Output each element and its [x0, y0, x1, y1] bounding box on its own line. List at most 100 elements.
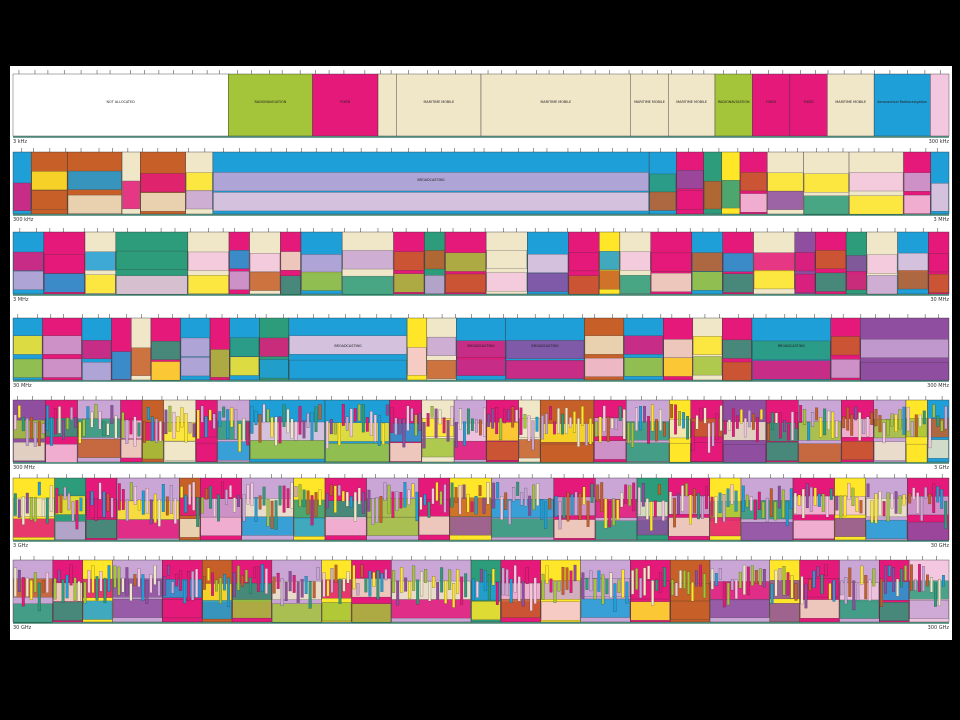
band-sub-allocation	[44, 273, 85, 293]
band-sub-allocation	[499, 418, 503, 441]
band-sub-allocation	[842, 416, 846, 429]
band-sub-allocation	[137, 499, 141, 511]
band-sub-allocation	[568, 252, 599, 272]
band-sub-allocation	[691, 442, 723, 462]
band-sub-allocation	[880, 578, 883, 607]
band-sub-allocation	[918, 564, 921, 592]
band-sub-allocation	[487, 413, 491, 427]
band-sub-allocation	[862, 419, 866, 434]
band-sub-allocation	[859, 500, 863, 514]
band-sub-allocation	[482, 497, 486, 514]
band-sub-allocation	[420, 571, 424, 597]
band-sub-allocation	[808, 579, 812, 591]
band-sub-allocation	[783, 420, 786, 433]
band-sub-allocation	[289, 359, 407, 379]
band-sub-allocation	[884, 565, 887, 594]
band-sub-allocation	[584, 357, 624, 377]
band-sub-allocation	[215, 579, 218, 592]
band-sub-allocation	[213, 192, 649, 212]
band-sub-allocation	[364, 577, 368, 593]
band-sub-allocation	[786, 572, 790, 596]
band-sub-allocation	[878, 491, 882, 516]
band-sub-allocation	[462, 484, 466, 499]
band-sub-allocation	[400, 566, 404, 593]
band-sub-allocation	[757, 491, 761, 510]
band-sub-allocation	[934, 582, 937, 607]
band-sub-allocation	[578, 493, 582, 520]
band-sub-allocation	[450, 405, 454, 426]
band-sub-allocation	[624, 484, 628, 504]
band-0-12	[873, 73, 931, 137]
band-sub-allocation	[290, 482, 294, 509]
band-sub-allocation	[711, 422, 715, 447]
band-sub-allocation	[532, 484, 536, 511]
band-sub-allocation	[346, 571, 350, 584]
band-sub-allocation	[759, 409, 763, 420]
band-sub-allocation	[42, 358, 82, 378]
band-sub-allocation	[515, 409, 519, 422]
band-sub-allocation	[714, 496, 718, 524]
band-sub-allocation	[540, 499, 544, 520]
band-sub-allocation	[722, 339, 752, 359]
band-sub-allocation	[79, 497, 83, 512]
band-sub-allocation	[487, 574, 491, 600]
band-sub-allocation	[581, 572, 585, 600]
band-sub-allocation	[163, 576, 167, 596]
band-sub-allocation	[685, 483, 688, 497]
band-sub-allocation	[310, 412, 314, 441]
band-sub-allocation	[54, 521, 86, 541]
spectrum-row-3: BROADCASTING BROADCASTING BROADCASTING BROA…	[12, 314, 949, 389]
band-sub-allocation	[153, 564, 157, 585]
band-sub-allocation	[240, 575, 244, 587]
band-sub-allocation	[635, 407, 638, 431]
band-sub-allocation	[424, 275, 445, 295]
band-sub-allocation	[624, 357, 663, 377]
band-sub-allocation	[593, 578, 597, 600]
band-label: Aeronautical Radionavigation	[877, 100, 927, 104]
band-sub-allocation	[860, 565, 864, 585]
band-sub-allocation	[61, 579, 65, 603]
band-sub-allocation	[188, 483, 192, 505]
band-sub-allocation	[86, 406, 90, 419]
band-sub-allocation	[524, 487, 528, 507]
band-sub-allocation	[21, 496, 25, 525]
band-sub-allocation	[107, 565, 111, 592]
row-end-frequency-label: 30 GHz	[931, 543, 950, 549]
band-sub-allocation	[137, 568, 141, 588]
band-sub-allocation	[45, 418, 78, 437]
band-sub-allocation	[270, 500, 274, 529]
band-sub-allocation	[549, 578, 553, 593]
band-sub-allocation	[932, 404, 936, 418]
band-sub-allocation	[312, 581, 316, 599]
band-sub-allocation	[233, 497, 236, 513]
band-sub-allocation	[318, 404, 322, 420]
band-sub-allocation	[187, 571, 191, 602]
band-sub-allocation	[286, 488, 290, 509]
band-sub-allocation	[795, 412, 798, 429]
band-sub-allocation	[900, 568, 903, 588]
band-sub-allocation	[647, 416, 650, 444]
band-sub-allocation	[161, 484, 165, 512]
band-sub-allocation	[758, 568, 762, 586]
band-sub-allocation	[816, 566, 820, 577]
band-sub-allocation	[435, 482, 439, 501]
band-sub-allocation	[753, 270, 795, 290]
band-sub-allocation	[643, 567, 647, 596]
band-sub-allocation	[486, 441, 519, 461]
band-sub-allocation	[184, 413, 188, 443]
band-sub-allocation	[442, 417, 446, 434]
band-sub-allocation	[278, 485, 282, 506]
band-sub-allocation	[798, 443, 842, 463]
band-sub-allocation	[585, 423, 588, 446]
band-sub-allocation	[866, 483, 870, 498]
band-sub-allocation	[460, 576, 464, 605]
band-sub-allocation	[371, 498, 375, 525]
band-sub-allocation	[73, 577, 77, 601]
band-sub-allocation	[614, 418, 618, 430]
band-sub-allocation	[797, 494, 801, 506]
band-sub-allocation	[689, 494, 692, 525]
band-sub-allocation	[529, 583, 533, 611]
band-sub-allocation	[342, 250, 394, 270]
band-sub-allocation	[767, 423, 770, 441]
band-0-4	[396, 73, 482, 137]
